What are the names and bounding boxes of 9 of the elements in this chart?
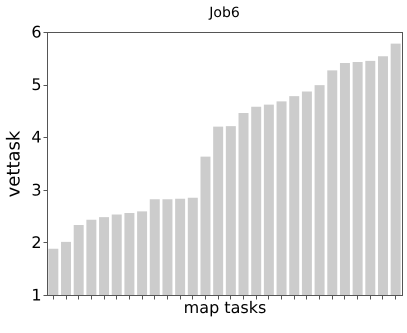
x-axis-title: map tasks xyxy=(184,298,266,317)
y-axis-title: vettask xyxy=(3,130,24,198)
y-tick-label: 5 xyxy=(31,75,42,94)
y-tick-label: 2 xyxy=(31,232,42,252)
y-tick-label: 1 xyxy=(31,286,42,304)
chart-title: Job6 xyxy=(208,5,240,21)
y-tick-label: 3 xyxy=(31,180,42,200)
y-tick-label: 6 xyxy=(31,22,42,42)
y-tick-label: 4 xyxy=(31,128,42,147)
